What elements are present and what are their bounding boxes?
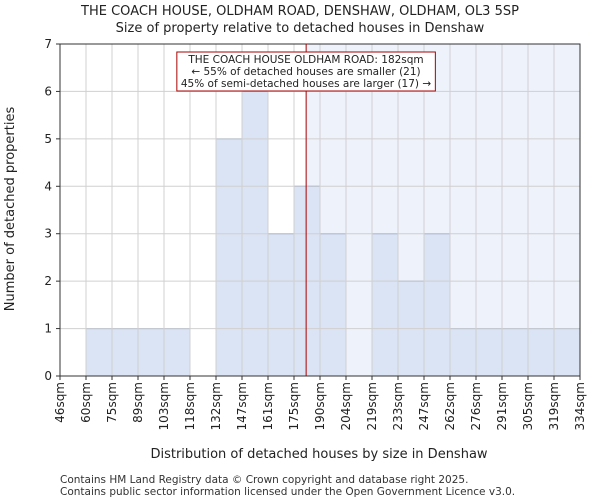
y-tick-label: 3 — [44, 227, 52, 241]
x-tick-label: 262sqm — [443, 382, 457, 430]
y-tick-label: 7 — [44, 37, 52, 51]
x-tick-label: 103sqm — [157, 382, 171, 430]
x-tick-label: 161sqm — [261, 382, 275, 430]
bar-305sqm — [527, 328, 555, 377]
bar-219sqm — [371, 233, 399, 377]
x-tick-label: 334sqm — [573, 382, 587, 430]
x-tick-label: 204sqm — [339, 382, 353, 430]
x-axis-label: Distribution of detached houses by size … — [150, 447, 487, 462]
x-tick-label: 219sqm — [365, 382, 379, 430]
x-tick-label: 276sqm — [469, 382, 483, 430]
y-tick-label: 5 — [44, 132, 52, 146]
x-tick-label: 132sqm — [209, 382, 223, 430]
x-tick-label: 190sqm — [313, 382, 327, 430]
annotation-line2: ← 55% of detached houses are smaller (21… — [191, 66, 420, 78]
y-tick-label: 4 — [44, 179, 52, 193]
y-axis-label: Number of detached properties — [3, 107, 18, 312]
x-tick-label: 147sqm — [235, 382, 249, 430]
bar-103sqm — [163, 328, 191, 377]
bar-319sqm — [553, 328, 581, 377]
x-tick-label: 60sqm — [79, 382, 93, 423]
bar-60sqm — [85, 328, 113, 377]
y-tick-label: 2 — [44, 274, 52, 288]
x-tick-label: 319sqm — [547, 382, 561, 430]
x-tick-label: 89sqm — [131, 382, 145, 423]
x-tick-label: 118sqm — [183, 382, 197, 430]
footer-line1: Contains HM Land Registry data © Crown c… — [60, 474, 468, 486]
annotation-frame — [176, 51, 436, 92]
y-tick-label: 1 — [44, 322, 52, 336]
bar-262sqm — [449, 328, 477, 377]
x-tick-label: 305sqm — [521, 382, 535, 430]
x-tick-label: 291sqm — [495, 382, 509, 430]
annotation-line1: THE COACH HOUSE OLDHAM ROAD: 182sqm — [187, 54, 423, 66]
footer-line2: Contains public sector information licen… — [60, 486, 515, 498]
y-tick-label: 0 — [44, 369, 52, 383]
x-tick-label: 46sqm — [53, 382, 67, 423]
bar-75sqm — [111, 328, 139, 377]
bar-247sqm — [423, 233, 451, 377]
annotation-line3: 45% of semi-detached houses are larger (… — [181, 78, 432, 90]
x-tick-label: 175sqm — [287, 382, 301, 430]
plot-frame — [59, 43, 581, 377]
bar-132sqm — [215, 138, 243, 377]
bar-89sqm — [137, 328, 165, 377]
bar-291sqm — [501, 328, 529, 377]
bar-161sqm — [267, 233, 295, 377]
x-tick-label: 75sqm — [105, 382, 119, 423]
annotation-box: THE COACH HOUSE OLDHAM ROAD: 182sqm ← 55… — [176, 51, 436, 92]
x-axis-ticks: 46sqm 60sqm 75sqm 89sqm 103sqm 118sqm 132sqm 14… — [53, 44, 587, 430]
bar-276sqm — [475, 328, 503, 377]
x-tick-label: 247sqm — [417, 382, 431, 430]
bar-190sqm — [319, 233, 347, 377]
chart-title-line1: THE COACH HOUSE, OLDHAM ROAD, DENSHAW, O… — [80, 4, 519, 19]
chart-title-line2: Size of property relative to detached ho… — [116, 21, 485, 36]
y-tick-label: 6 — [44, 84, 52, 98]
x-tick-label: 233sqm — [391, 382, 405, 430]
